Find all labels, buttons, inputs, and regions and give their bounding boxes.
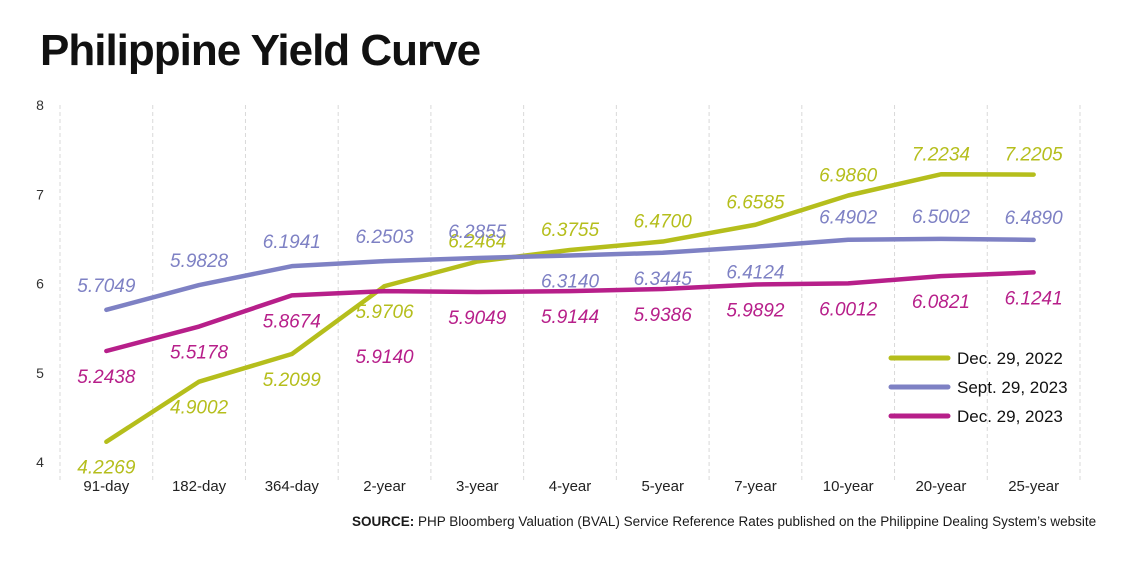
data-label: 6.0012 — [819, 299, 878, 320]
data-label: 7.2234 — [912, 144, 970, 165]
x-tick-label: 5-year — [641, 478, 684, 495]
data-label: 6.1941 — [263, 232, 321, 253]
legend: Dec. 29, 2022 Sept. 29, 2023 Dec. 29, 2023 — [888, 349, 1068, 426]
series-line — [104, 236, 1036, 313]
x-tick-label: 25-year — [1008, 478, 1059, 495]
x-tick-label: 364-day — [265, 478, 320, 495]
data-label: 6.4902 — [819, 208, 878, 229]
chart-title: Philippine Yield Curve — [40, 26, 481, 75]
data-label: 5.5178 — [170, 343, 229, 364]
y-tick-label: 8 — [36, 97, 44, 113]
data-label: 6.5002 — [912, 207, 971, 228]
data-label: 6.2503 — [355, 227, 414, 248]
data-label: 6.3755 — [541, 220, 600, 241]
data-label: 5.2099 — [263, 370, 322, 391]
data-label: 5.9892 — [726, 300, 785, 321]
x-tick-label: 10-year — [823, 478, 874, 495]
data-label: 7.2205 — [1005, 145, 1064, 166]
data-label: 5.9049 — [448, 308, 507, 329]
data-label: 5.9144 — [541, 307, 599, 328]
data-label: 4.2269 — [77, 458, 136, 479]
legend-label: Sept. 29, 2023 — [957, 378, 1068, 397]
legend-label: Dec. 29, 2023 — [957, 407, 1063, 426]
data-label: 6.0821 — [912, 292, 970, 313]
y-tick-label: 5 — [36, 365, 44, 381]
data-labels: 4.2269 4.9002 5.2099 5.9706 6.2464 6.3755 6.47… — [77, 144, 1063, 478]
data-label: 5.7049 — [77, 276, 136, 297]
data-label: 5.9386 — [634, 305, 693, 326]
y-tick-label: 6 — [36, 276, 44, 292]
legend-label: Dec. 29, 2022 — [957, 349, 1063, 368]
data-label: 4.9002 — [170, 398, 229, 419]
series-lines — [104, 172, 1036, 444]
y-tick-label: 4 — [36, 454, 44, 470]
source-label: SOURCE: — [352, 514, 415, 529]
data-label: 6.9860 — [819, 165, 878, 186]
x-tick-label: 4-year — [549, 478, 592, 495]
y-tick-label: 7 — [36, 186, 44, 202]
data-label: 5.9706 — [355, 302, 414, 323]
source-text: PHP Bloomberg Valuation (BVAL) Service R… — [418, 514, 1097, 529]
data-label: 5.2438 — [77, 367, 136, 388]
x-axis-ticks: 91-day 182-day 364-day 2-year 3-year 4-year 5-… — [83, 478, 1059, 495]
data-label: 6.4890 — [1005, 208, 1064, 229]
x-tick-label: 182-day — [172, 478, 227, 495]
data-label: 6.2464 — [448, 232, 506, 253]
source-note: SOURCE: PHP Bloomberg Valuation (BVAL) S… — [352, 514, 1096, 529]
series-line — [104, 172, 1036, 444]
x-tick-label: 20-year — [915, 478, 966, 495]
x-tick-label: 7-year — [734, 478, 777, 495]
data-label: 6.2855 — [448, 222, 507, 243]
data-label: 6.1241 — [1005, 288, 1063, 309]
data-label: 6.4124 — [726, 263, 784, 284]
data-label: 6.4700 — [634, 212, 693, 233]
data-label: 5.9828 — [170, 251, 229, 272]
data-label: 6.6585 — [726, 193, 785, 214]
data-label: 6.3140 — [541, 271, 600, 292]
data-label: 5.8674 — [263, 311, 321, 332]
data-label: 6.3445 — [634, 269, 693, 290]
y-axis-ticks: 4 5 6 7 8 — [36, 97, 44, 470]
x-tick-label: 3-year — [456, 478, 499, 495]
x-tick-label: 2-year — [363, 478, 406, 495]
data-label: 5.9140 — [355, 347, 414, 368]
x-tick-label: 91-day — [83, 478, 129, 495]
series-line — [104, 270, 1036, 354]
